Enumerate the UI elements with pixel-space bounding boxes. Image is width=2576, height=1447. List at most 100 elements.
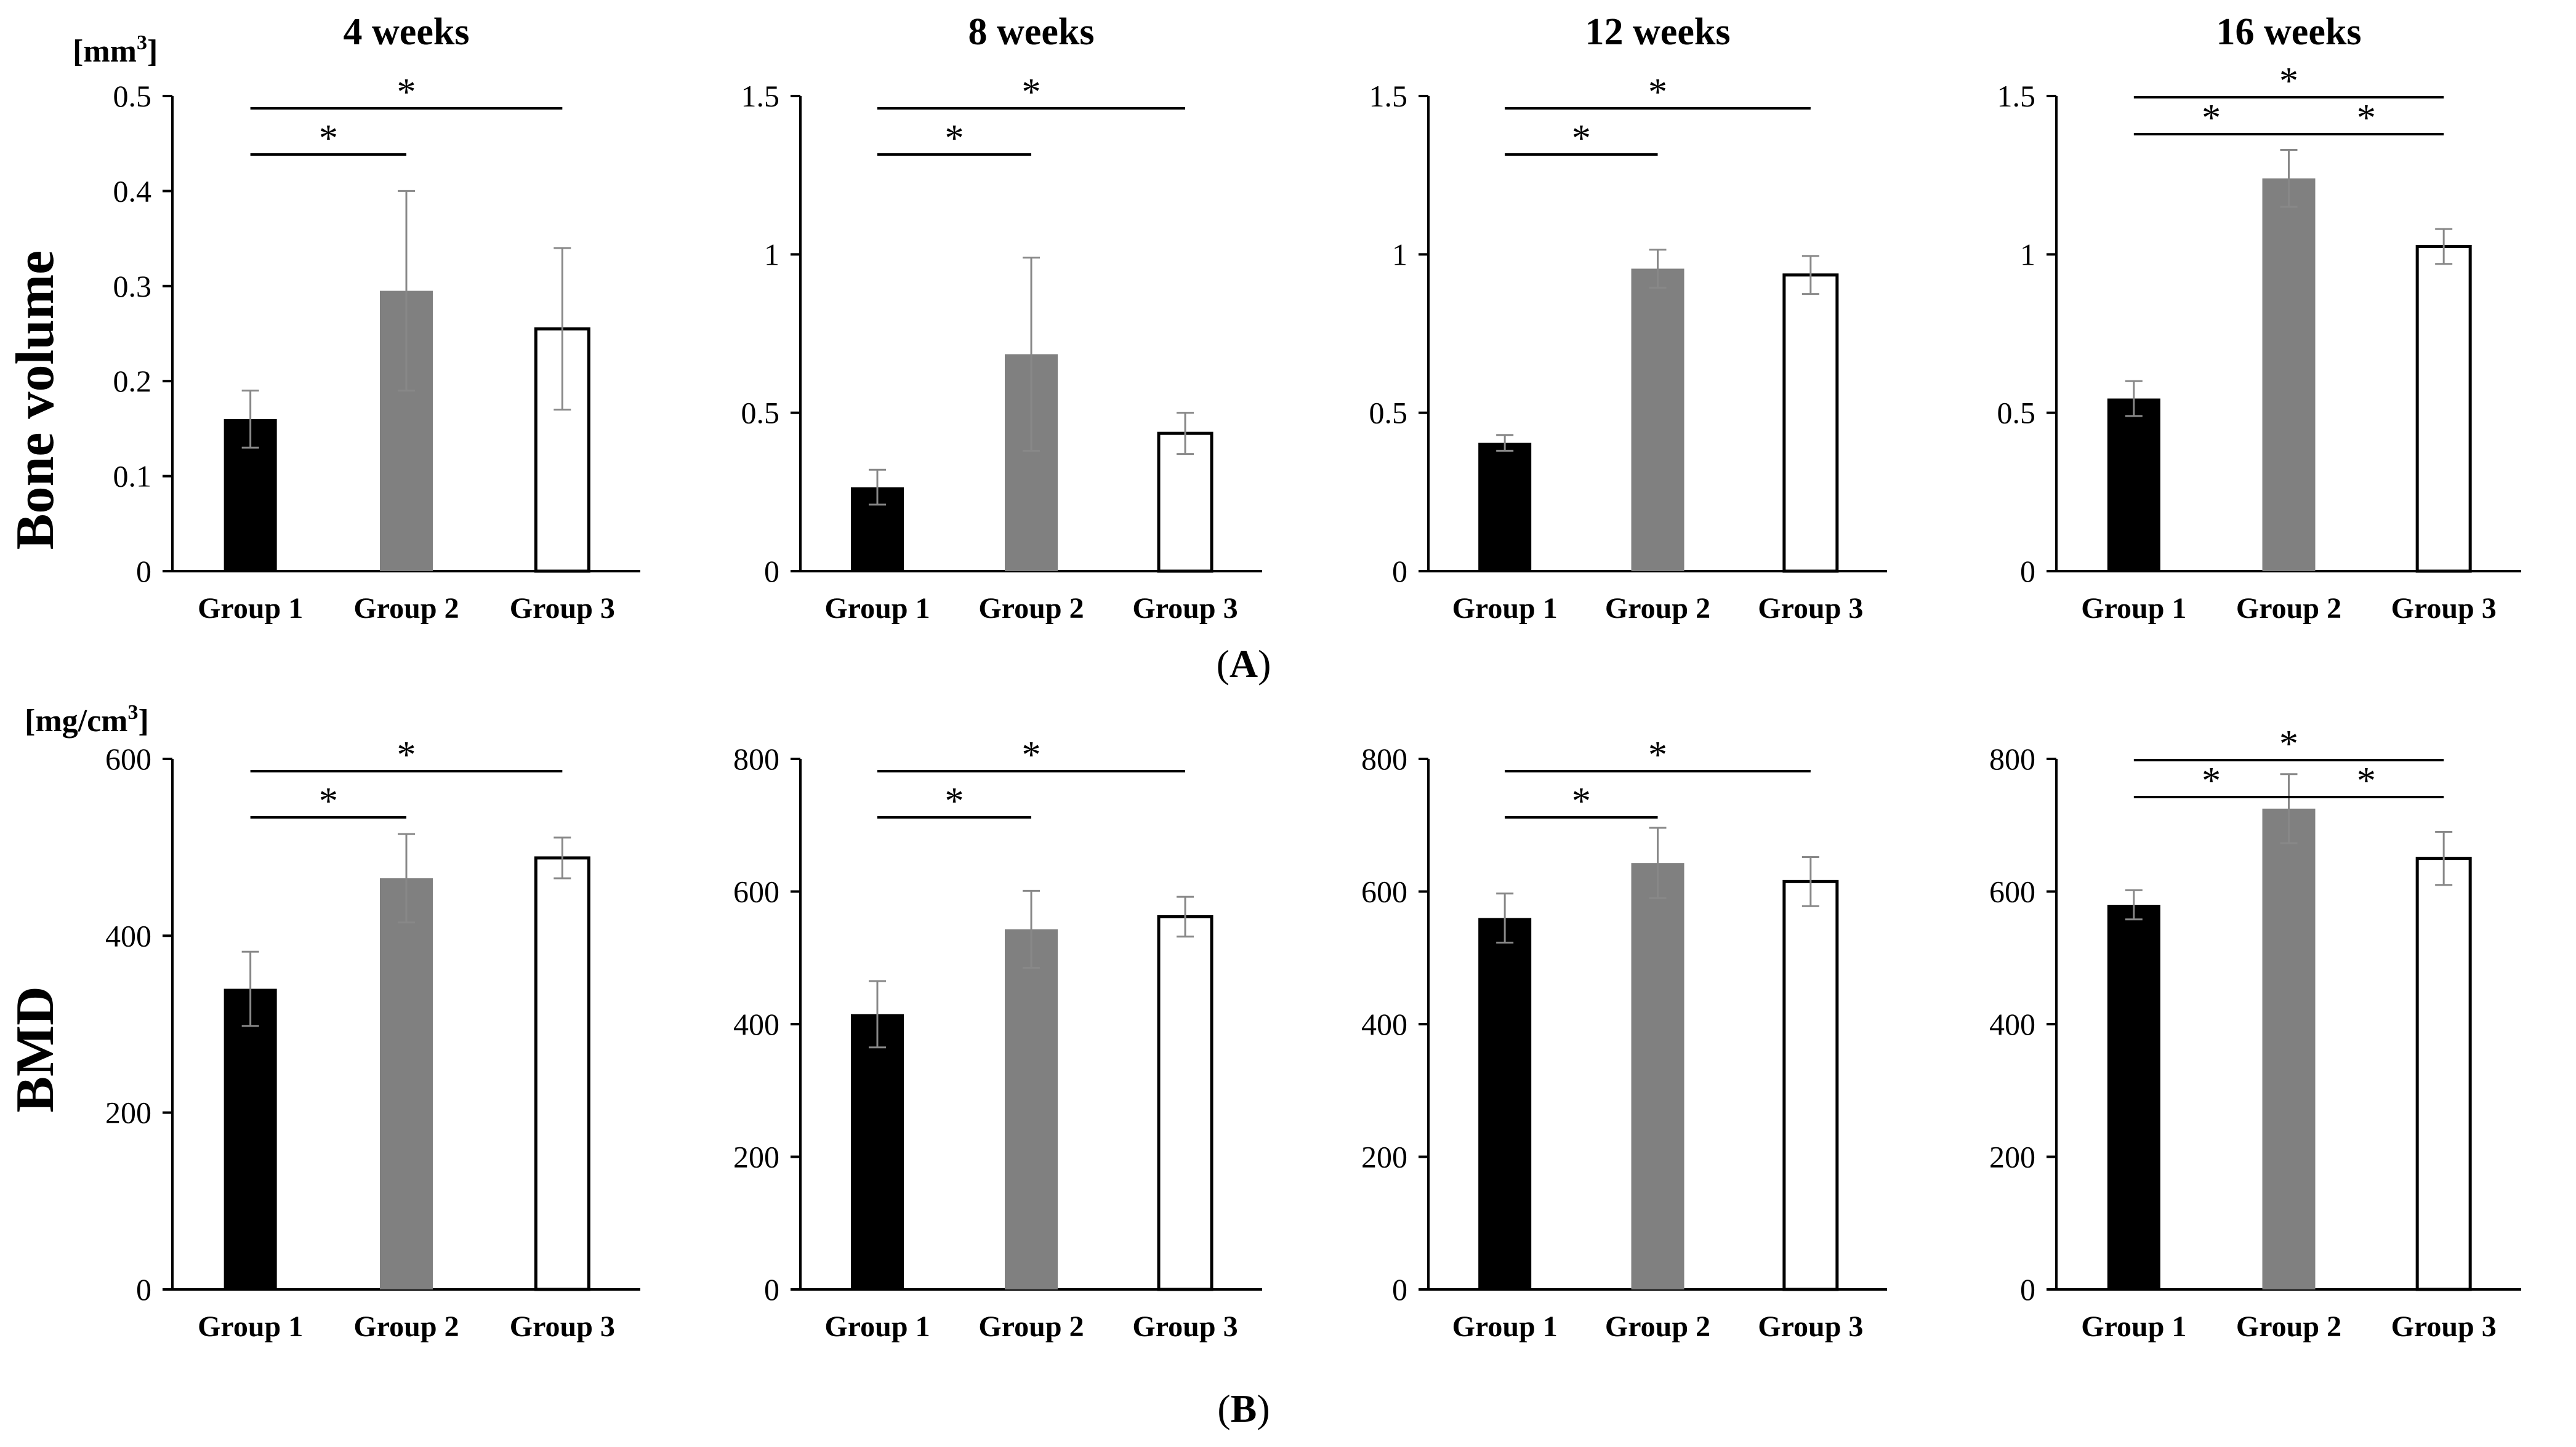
significance-star: * (397, 71, 416, 113)
category-label: Group 1 (824, 1310, 930, 1343)
category-label: Group 2 (1605, 592, 1710, 625)
category-label: Group 2 (1605, 1310, 1710, 1343)
category-label: Group 1 (2081, 592, 2186, 625)
chart-panel-2: 0 0.5 1 1.5 8 weeks Group 1 Group 2 Group 3 * * (741, 11, 1262, 625)
category-label: Group 2 (2236, 592, 2341, 625)
bar-3 (1782, 880, 1839, 1291)
chart-title: 12 weeks (1585, 11, 1731, 53)
significance-star: * (2279, 723, 2298, 765)
significance-star: * (1572, 780, 1591, 822)
y-tick-label: 800 (733, 742, 779, 776)
significance-star: * (1022, 734, 1041, 776)
significance-star: * (945, 780, 964, 822)
category-label: Group 2 (2236, 1310, 2341, 1343)
y-tick-label: 400 (1989, 1007, 2035, 1041)
chart-panel-5: 0 200 400 600 Group 1 Group 2 Group 3 * * (105, 734, 640, 1343)
unit-label-mgcm3-close: ] (138, 703, 148, 739)
y-tick-label: 1.5 (741, 79, 780, 113)
panel-label-b-open: ( (1217, 1387, 1230, 1430)
significance-star: * (319, 780, 338, 822)
category-label: Group 3 (1758, 1310, 1863, 1343)
y-tick-label: 0 (764, 554, 779, 588)
chart-panel-3: 0 0.5 1 1.5 12 weeks Group 1 Group 2 Group 3 * * (1369, 11, 1887, 625)
y-tick-label: 0 (1392, 1272, 1407, 1307)
row-label-bone-volume: Bone volume (6, 251, 65, 550)
y-tick-label: 0 (2020, 1272, 2035, 1307)
category-label: Group 3 (1758, 592, 1863, 625)
significance-star: * (2357, 760, 2376, 802)
unit-label-mm3: [mm3] (73, 31, 158, 69)
category-label: Group 2 (978, 1310, 1084, 1343)
category-label: Group 1 (198, 1310, 303, 1343)
y-tick-label: 600 (1361, 875, 1407, 909)
y-tick-label: 1 (2020, 237, 2035, 271)
panel-label-b-close: ) (1257, 1387, 1270, 1430)
significance-star: * (1022, 71, 1041, 113)
category-label: Group 1 (2081, 1310, 2186, 1343)
y-tick-label: 0.5 (1997, 396, 2036, 430)
category-label: Group 3 (510, 1310, 615, 1343)
bar-3 (2415, 857, 2472, 1291)
bar-2 (1631, 863, 1684, 1289)
bar-1 (223, 988, 277, 1289)
y-tick-label: 0.5 (1369, 396, 1408, 430)
unit-label-mgcm3-base: [mg/cm (25, 703, 127, 739)
panel-label-a-open: ( (1217, 642, 1230, 686)
y-tick-label: 0.2 (113, 364, 152, 398)
panel-label-a: (A) (1217, 642, 1271, 686)
category-label: Group 3 (1132, 592, 1238, 625)
y-tick-label: 0.1 (113, 459, 152, 494)
y-tick-label: 0.5 (113, 79, 152, 113)
unit-label-mgcm3-sup: 3 (127, 701, 138, 724)
y-tick-label: 400 (105, 918, 151, 953)
y-tick-label: 0.5 (741, 396, 780, 430)
chart-panel-7: 0 200 400 600 800 Group 1 Group 2 Group 3 * * (1361, 734, 1887, 1343)
chart-title: 16 weeks (2216, 11, 2362, 53)
y-tick-label: 600 (105, 742, 151, 776)
unit-label-mm3-close: ] (147, 34, 158, 69)
y-tick-label: 600 (1989, 875, 2035, 909)
bar-1 (851, 1014, 904, 1289)
category-label: Group 3 (2391, 1310, 2497, 1343)
y-tick-label: 400 (1361, 1007, 1407, 1041)
category-label: Group 1 (824, 592, 930, 625)
chart-panel-4: 0 0.5 1 1.5 16 weeks Group 1 Group 2 Group 3 * * * (1997, 11, 2521, 625)
y-tick-label: 400 (733, 1007, 779, 1041)
y-tick-label: 1 (1392, 237, 1407, 271)
bar-3 (1157, 431, 1214, 573)
y-tick-label: 0.4 (113, 174, 152, 208)
y-tick-label: 0 (764, 1272, 779, 1307)
y-tick-label: 800 (1989, 742, 2035, 776)
bar-2 (1631, 268, 1684, 571)
significance-star: * (1648, 71, 1667, 113)
significance-star: * (2279, 60, 2298, 102)
category-label: Group 2 (978, 592, 1084, 625)
bar-1 (1478, 443, 1532, 571)
significance-star: * (2202, 97, 2221, 139)
panel-label-b: (B) (1217, 1387, 1270, 1430)
bar-1 (2107, 398, 2160, 571)
y-tick-label: 600 (733, 875, 779, 909)
y-tick-label: 0 (2020, 554, 2035, 588)
category-label: Group 1 (1452, 592, 1558, 625)
y-tick-label: 1.5 (1997, 79, 2036, 113)
chart-panel-6: 0 200 400 600 800 Group 1 Group 2 Group 3 * * (733, 734, 1262, 1343)
bar-2 (2262, 178, 2316, 571)
y-tick-label: 200 (733, 1140, 779, 1174)
y-tick-label: 200 (1361, 1140, 1407, 1174)
category-label: Group 2 (353, 592, 459, 625)
y-tick-label: 0.3 (113, 269, 152, 303)
bar-3 (1782, 273, 1839, 573)
chart-title: 4 weeks (344, 11, 470, 53)
bar-3 (2415, 244, 2472, 573)
unit-label-mm3-base: [mm (73, 34, 137, 69)
bar-1 (1478, 918, 1532, 1289)
chart-panel-8: 0 200 400 600 800 Group 1 Group 2 Group 3 * * * (1989, 723, 2521, 1343)
panel-label-b-letter: B (1231, 1387, 1257, 1430)
category-label: Group 3 (1132, 1310, 1238, 1343)
y-tick-label: 1 (764, 237, 779, 271)
significance-star: * (1648, 734, 1667, 776)
bar-2 (2262, 808, 2316, 1289)
significance-star: * (319, 118, 338, 159)
